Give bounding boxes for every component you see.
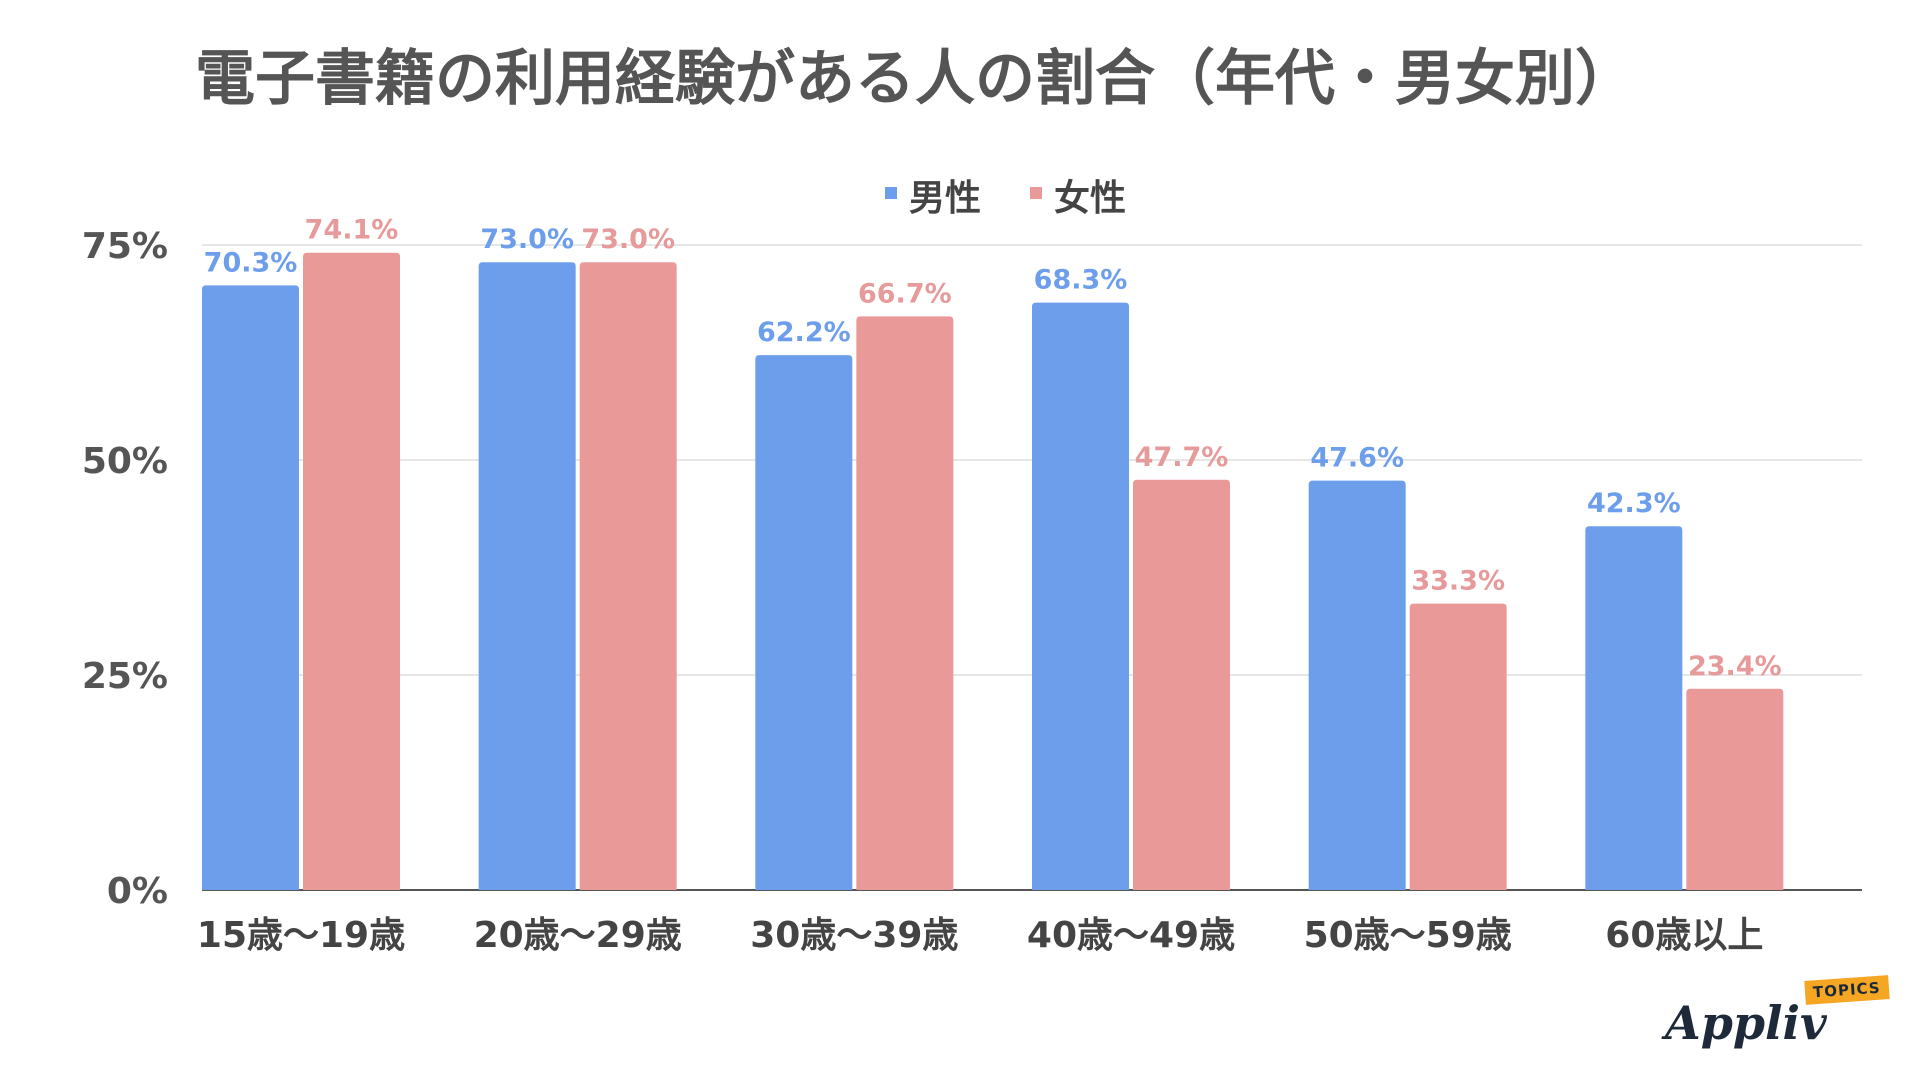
- y-tick-label: 25%: [82, 656, 168, 697]
- logo-badge: TOPICS: [1804, 975, 1890, 1005]
- x-tick-label: 20歳〜29歳: [474, 915, 682, 956]
- legend-label: 男性: [909, 178, 981, 219]
- data-label: 47.6%: [1310, 443, 1404, 474]
- x-tick-label: 30歳〜39歳: [750, 915, 958, 956]
- bar: [303, 252, 400, 891]
- x-tick-label: 60歳以上: [1605, 915, 1763, 956]
- logo-wordmark: Appliv: [1665, 996, 1827, 1050]
- bar: [1409, 603, 1507, 890]
- bar: [1585, 526, 1683, 890]
- legend-label: 女性: [1054, 178, 1126, 219]
- x-tick-label: 15歳〜19歳: [197, 915, 405, 956]
- x-axis-ticks: 15歳〜19歳 20歳〜29歳 30歳〜39歳 40歳〜49歳 50歳〜59歳 60歳以上: [197, 915, 1763, 956]
- legend-swatch: [1030, 187, 1042, 199]
- data-label: 68.3%: [1034, 265, 1128, 296]
- legend: 男性 女性: [885, 178, 1126, 219]
- bar: [856, 316, 954, 890]
- bar: [1686, 688, 1784, 890]
- bar: [202, 285, 299, 890]
- bar: [478, 262, 576, 890]
- bar: [1133, 479, 1230, 890]
- y-tick-label: 0%: [107, 871, 168, 912]
- data-label: 66.7%: [858, 278, 952, 309]
- data-label: 23.4%: [1688, 651, 1782, 682]
- data-label: 33.3%: [1411, 566, 1505, 597]
- appliv-topics-logo: Appliv TOPICS: [1655, 975, 1895, 1068]
- data-label: 42.3%: [1587, 488, 1681, 519]
- data-label: 62.2%: [757, 317, 851, 348]
- y-axis-ticks: 0% 25% 50% 75%: [82, 226, 168, 912]
- data-label: 70.3%: [204, 247, 298, 278]
- x-tick-label: 50歳〜59歳: [1304, 915, 1512, 956]
- data-label: 74.1%: [305, 215, 399, 246]
- x-tick-label: 40歳〜49歳: [1027, 915, 1235, 956]
- y-tick-label: 75%: [82, 226, 168, 267]
- chart-title: 電子書籍の利用経験がある人の割合（年代・男女別）: [195, 44, 1635, 114]
- bar: [579, 262, 677, 890]
- data-label: 73.0%: [581, 224, 675, 255]
- data-labels: 70.3%74.1% 73.0% 73.0% 62.2%66.7% 68.3% 47.7%…: [204, 215, 1782, 682]
- legend-swatch: [885, 187, 897, 199]
- data-label: 47.7%: [1135, 442, 1229, 473]
- data-label: 73.0%: [480, 224, 574, 255]
- bar: [1308, 480, 1406, 890]
- bar: [1032, 302, 1129, 890]
- bars: [202, 252, 1784, 891]
- bar: [755, 355, 853, 891]
- y-tick-label: 50%: [82, 441, 168, 482]
